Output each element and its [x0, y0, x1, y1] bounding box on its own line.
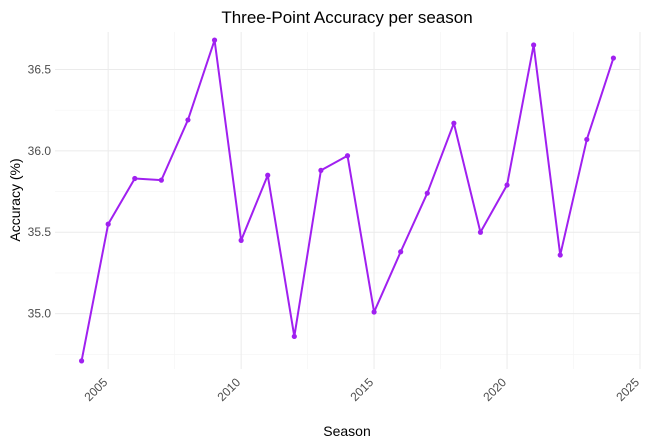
data-point — [344, 153, 351, 159]
data-point — [424, 190, 430, 196]
chart-title: Three-Point Accuracy per season — [221, 8, 472, 27]
data-point — [211, 37, 218, 43]
data-point — [584, 136, 590, 143]
data-point — [185, 117, 191, 123]
series — [78, 37, 617, 364]
data-point — [398, 249, 404, 255]
data-point — [610, 55, 617, 61]
data-point — [318, 167, 324, 173]
y-tick-label: 36.5 — [28, 62, 52, 76]
data-point — [504, 182, 510, 188]
data-point — [158, 177, 164, 183]
data-point — [132, 175, 138, 182]
y-tick-label: 35.5 — [28, 225, 52, 239]
y-axis-title: Accuracy (%) — [7, 158, 23, 241]
data-point — [371, 309, 377, 315]
data-point — [557, 252, 563, 258]
data-point — [78, 358, 85, 364]
data-point — [291, 333, 297, 340]
data-point — [451, 120, 457, 126]
x-axis-title: Season — [323, 423, 370, 439]
data-point — [105, 221, 111, 227]
data-point — [265, 172, 271, 178]
y-tick-label: 35.0 — [28, 307, 52, 321]
y-tick-label: 36.0 — [28, 144, 52, 158]
data-point — [477, 229, 484, 235]
data-point — [531, 42, 537, 48]
y-axis-ticks: 35.0 35.5 36.0 36.5 — [28, 62, 52, 320]
data-point — [238, 237, 244, 243]
